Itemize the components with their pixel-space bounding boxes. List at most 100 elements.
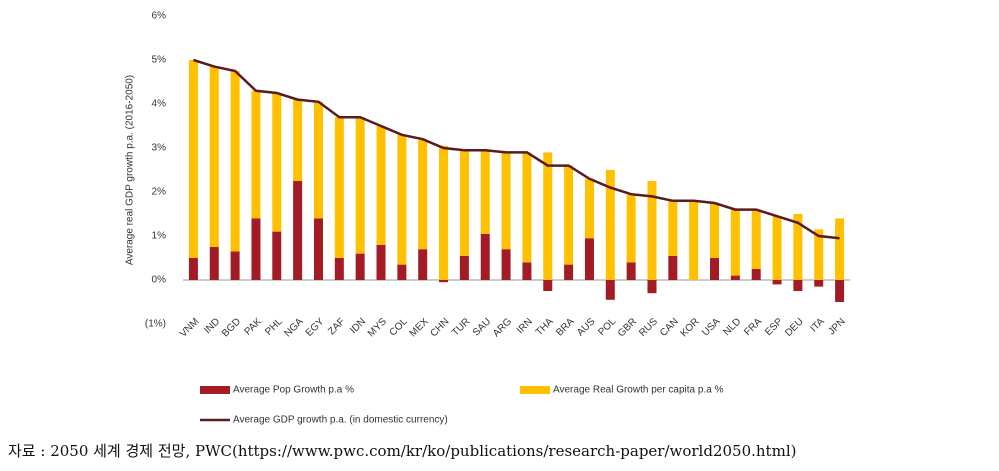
x-tick-label: POL [596,316,618,338]
bar [751,269,761,280]
line [193,58,840,240]
caption: 자료 : 2050 세계 경제 전망, PWC(https://www.pwc.… [8,442,796,460]
bar [605,170,615,280]
bar [730,275,740,280]
x-tick-label: IRN [515,316,535,336]
bar [668,255,678,280]
x-tick-label: NLD [721,316,743,338]
bar [230,71,240,252]
x-tick-label: COL [388,316,411,339]
x-tick-label: EGY [304,316,327,339]
y-axis-label: Average real GDP growth p.a. (2016-2050) [125,75,136,265]
bar [710,258,720,280]
x-tick-label: CAN [658,316,681,339]
y-tick-label: (1%) [145,319,166,330]
bar [772,280,782,285]
x-tick-label: ARG [491,316,514,339]
x-tick-label: KOR [679,316,702,339]
x-tick-label: BGD [220,316,243,339]
x-tick-label: ZAF [326,316,347,337]
x-tick-label: SAU [471,316,493,338]
bar [230,251,240,280]
bar [543,152,553,280]
x-tick-label: BRA [554,316,577,339]
bar [334,258,344,280]
bar [272,93,282,232]
bar [647,280,657,294]
bar [355,253,365,280]
bar [397,264,407,280]
legend-label: Average Pop Growth p.a % [233,385,354,396]
bar [730,209,740,276]
bar [584,238,594,280]
y-tick-label: 4% [152,99,167,110]
x-tick-label: NGA [283,316,306,339]
bar [522,152,532,263]
bar [418,249,428,280]
bar [272,231,282,280]
bar [626,194,636,263]
bar [313,101,323,219]
bar [814,280,824,287]
bar [772,216,782,280]
bar [835,218,845,280]
x-tick-label: DEU [783,316,806,339]
bar [376,244,386,280]
legend-swatch [200,386,230,394]
bar [543,280,553,291]
y-tick-label: 5% [152,55,167,66]
x-tick-label: VNM [178,316,202,340]
x-tick-label: THA [534,316,556,338]
bar [793,280,803,291]
x-tick-label: PAK [243,316,265,338]
x-tick-label: RUS [637,316,660,339]
bar [334,117,344,258]
bar [418,139,428,250]
bar [209,247,219,280]
bar [293,99,303,181]
x-tick-label: MYS [366,316,389,339]
bar [209,66,219,247]
y-tick-label: 3% [152,143,167,154]
bar [439,280,449,283]
bar [647,181,657,280]
x-tick-label: ESP [763,316,785,338]
bar [814,229,824,280]
bar [626,262,636,280]
bar [188,60,198,258]
bar [689,200,699,280]
y-tick-label: 0% [152,275,167,286]
bar [188,258,198,280]
bar [501,152,511,250]
bar [355,117,365,254]
bar [564,165,574,265]
bar [605,280,615,300]
x-tick-label: GBR [616,316,639,339]
bar [522,262,532,280]
y-tick-label: 6% [152,11,167,22]
bar [313,218,323,280]
bar [564,264,574,280]
bar [668,200,678,256]
x-tick-label: TUR [450,316,472,338]
bar [793,214,803,280]
bar [251,90,261,219]
bar [459,255,469,280]
legend-label: Average Real Growth per capita p.a % [553,385,724,396]
x-tick-label: IDN [348,316,368,336]
bar [751,209,761,269]
x-tick-label: IND [202,316,222,336]
x-tick-label: CHN [428,316,451,339]
x-tick-label: ITA [808,316,826,334]
bar [835,280,845,302]
x-tick-label: JPN [826,316,847,337]
bar [501,249,511,280]
x-tick-label: FRA [742,316,764,338]
legend-label: Average GDP growth p.a. (in domestic cur… [233,415,448,426]
bar [376,126,386,245]
x-tick-label: PHL [263,316,285,338]
bar [584,178,594,239]
bar [397,134,407,265]
bar [480,233,490,280]
